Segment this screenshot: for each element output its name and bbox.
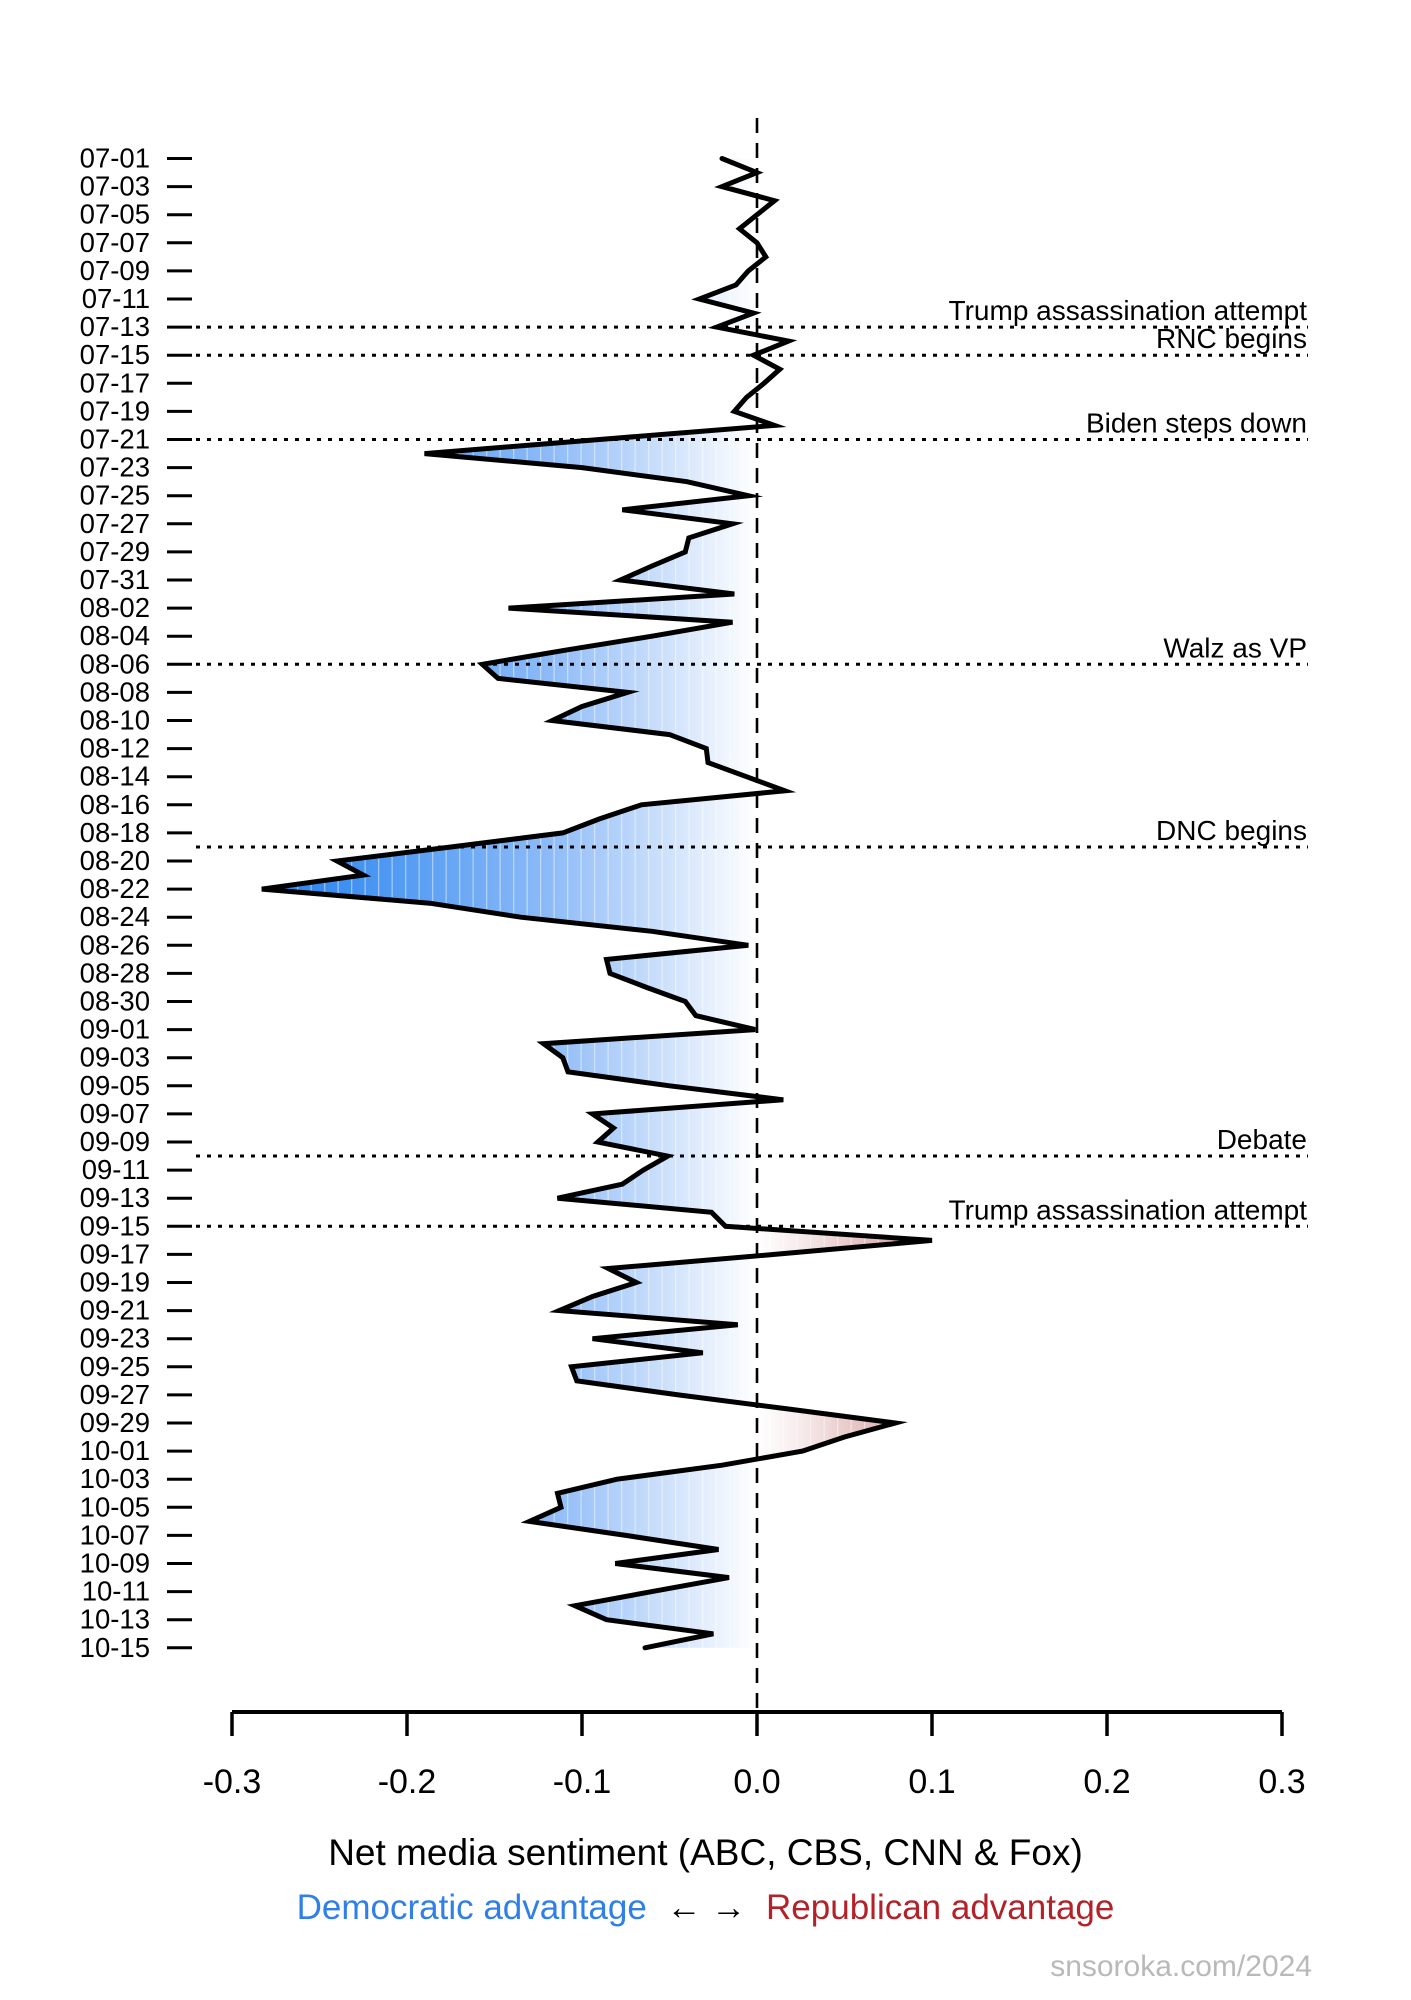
sentiment-area-hatch <box>261 158 932 1648</box>
y-tick-label-07-13: 07-13 <box>80 311 150 342</box>
x-tick-label-0.0: 0.0 <box>733 1763 780 1801</box>
x-tick-label-0.3: 0.3 <box>1258 1763 1305 1801</box>
x-tick-label--0.1: -0.1 <box>553 1763 612 1801</box>
y-tick-label-08-28: 08-28 <box>80 957 150 988</box>
y-tick-label-09-17: 09-17 <box>80 1238 150 1269</box>
y-tick-label-08-26: 08-26 <box>80 929 150 960</box>
annotation-label-09-15: Trump assassination attempt <box>949 1194 1308 1225</box>
y-tick-label-09-05: 09-05 <box>80 1070 150 1101</box>
y-tick-label-07-27: 07-27 <box>80 508 150 539</box>
y-tick-label-08-04: 08-04 <box>80 620 150 651</box>
y-tick-label-09-23: 09-23 <box>80 1323 150 1354</box>
y-tick-label-08-18: 08-18 <box>80 817 150 848</box>
y-tick-label-10-15: 10-15 <box>80 1632 150 1663</box>
y-tick-label-09-15: 09-15 <box>80 1210 150 1241</box>
y-tick-label-09-19: 09-19 <box>80 1267 150 1298</box>
y-tick-label-07-01: 07-01 <box>80 143 150 174</box>
y-tick-label-10-05: 10-05 <box>80 1491 150 1522</box>
y-tick-label-07-31: 07-31 <box>80 564 150 595</box>
y-tick-label-08-08: 08-08 <box>80 676 150 707</box>
y-tick-label-09-21: 09-21 <box>80 1295 150 1326</box>
sentiment-axis: -0.3 -0.2 -0.1 0.0 0.1 0.2 0.3 <box>203 1710 1306 1801</box>
y-tick-label-08-22: 08-22 <box>80 873 150 904</box>
y-tick-label-08-30: 08-30 <box>80 986 150 1017</box>
y-tick-label-07-07: 07-07 <box>80 227 150 258</box>
y-tick-label-09-01: 09-01 <box>80 1014 150 1045</box>
y-tick-label-07-25: 07-25 <box>80 480 150 511</box>
y-tick-label-10-13: 10-13 <box>80 1604 150 1635</box>
x-tick-label-0.1: 0.1 <box>908 1763 955 1801</box>
x-tick-label--0.2: -0.2 <box>378 1763 437 1801</box>
annotation-label-07-15: RNC begins <box>1156 323 1307 354</box>
y-tick-label-09-27: 09-27 <box>80 1379 150 1410</box>
y-tick-label-07-19: 07-19 <box>80 395 150 426</box>
y-tick-label-09-09: 09-09 <box>80 1126 150 1157</box>
y-tick-label-07-05: 07-05 <box>80 199 150 230</box>
y-tick-label-07-21: 07-21 <box>80 424 150 455</box>
y-tick-label-09-29: 09-29 <box>80 1407 150 1438</box>
y-tick-label-10-09: 10-09 <box>80 1548 150 1579</box>
date-axis: 07-0107-0307-0507-0707-0907-1107-1307-15… <box>80 143 192 1663</box>
annotation-label-09-10: Debate <box>1217 1124 1307 1155</box>
y-tick-label-09-03: 09-03 <box>80 1042 150 1073</box>
y-tick-label-09-11: 09-11 <box>82 1154 150 1185</box>
y-tick-label-07-23: 07-23 <box>80 452 150 483</box>
y-tick-label-08-06: 08-06 <box>80 648 150 679</box>
y-tick-label-10-01: 10-01 <box>80 1435 150 1466</box>
y-tick-label-10-07: 10-07 <box>80 1519 150 1550</box>
sentiment-curve <box>261 156 933 1651</box>
annotation-label-07-13: Trump assassination attempt <box>949 295 1308 326</box>
y-tick-label-07-03: 07-03 <box>80 171 150 202</box>
y-tick-label-10-03: 10-03 <box>80 1463 150 1494</box>
x-tick-label-0.2: 0.2 <box>1083 1763 1130 1801</box>
x-tick-label--0.3: -0.3 <box>203 1763 262 1801</box>
y-tick-label-07-29: 07-29 <box>80 536 150 567</box>
annotation-label-07-21: Biden steps down <box>1086 408 1307 439</box>
y-tick-label-07-11: 07-11 <box>82 283 150 314</box>
y-tick-label-08-24: 08-24 <box>80 901 150 932</box>
annotation-label-08-19: DNC begins <box>1156 815 1307 846</box>
y-tick-label-07-09: 07-09 <box>80 255 150 286</box>
sentiment-line <box>261 156 933 1651</box>
y-tick-label-10-11: 10-11 <box>82 1576 150 1607</box>
y-tick-label-09-13: 09-13 <box>80 1182 150 1213</box>
y-tick-label-09-07: 09-07 <box>80 1098 150 1129</box>
y-tick-label-09-25: 09-25 <box>80 1351 150 1382</box>
y-tick-label-08-02: 08-02 <box>80 592 150 623</box>
watermark: snsoroka.com/2024 <box>1050 1950 1312 1983</box>
y-tick-label-07-15: 07-15 <box>80 339 150 370</box>
y-tick-label-08-10: 08-10 <box>80 705 150 736</box>
y-tick-label-08-12: 08-12 <box>80 733 150 764</box>
sentiment-area-fill <box>261 158 932 1648</box>
annotation-label-08-06: Walz as VP <box>1163 632 1307 663</box>
y-tick-label-08-16: 08-16 <box>80 789 150 820</box>
y-tick-label-08-14: 08-14 <box>80 761 150 792</box>
y-tick-label-07-17: 07-17 <box>80 367 150 398</box>
y-tick-label-08-20: 08-20 <box>80 845 150 876</box>
